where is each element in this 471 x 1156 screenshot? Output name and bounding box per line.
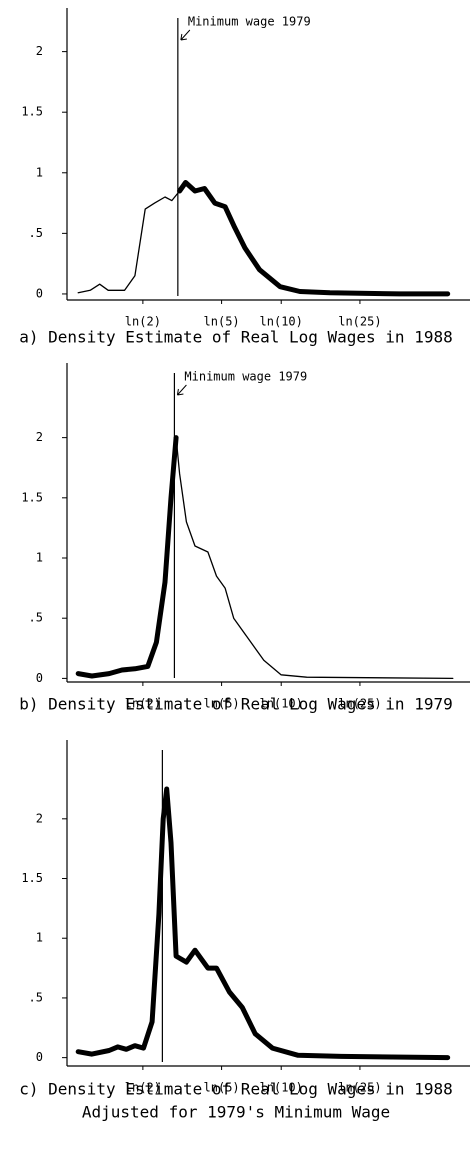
density-line	[77, 190, 181, 294]
y-tick-label: 1.5	[21, 490, 43, 504]
y-tick-label: 0	[36, 286, 43, 300]
x-tick-label: ln(2)	[125, 697, 161, 711]
chart-title: a) Density Estimate of Real Log Wages in…	[19, 328, 452, 347]
y-tick-label: 0	[36, 1050, 43, 1064]
x-tick-label: ln(10)	[260, 315, 303, 329]
x-tick-label: ln(2)	[125, 1081, 161, 1095]
y-tick-label: 2	[36, 430, 43, 444]
y-tick-label: 1	[36, 931, 43, 945]
x-tick-label: ln(10)	[260, 697, 303, 711]
y-tick-label: .5	[29, 226, 43, 240]
annotation: Minimum wage 1979	[188, 15, 311, 29]
density-line	[175, 436, 454, 680]
annotation-arrow	[180, 29, 191, 41]
y-tick-label: 0	[36, 671, 43, 685]
y-tick-label: 1	[36, 551, 43, 565]
density-line	[177, 180, 451, 297]
density-line	[75, 786, 451, 1061]
x-tick-label: ln(10)	[260, 1081, 303, 1095]
y-tick-label: 2	[36, 811, 43, 825]
y-tick-label: .5	[29, 990, 43, 1004]
y-tick-label: 1.5	[21, 871, 43, 885]
x-tick-label: ln(25)	[338, 315, 381, 329]
x-tick-label: ln(2)	[125, 315, 161, 329]
chart-title: c) Density Estimate of Real Log Wages in…	[19, 1080, 452, 1099]
x-tick-label: ln(5)	[204, 1081, 240, 1095]
x-tick-label: ln(25)	[338, 1081, 381, 1095]
x-tick-label: ln(25)	[338, 697, 381, 711]
annotation-arrow	[176, 384, 187, 396]
chart-title: b) Density Estimate of Real Log Wages in…	[19, 695, 452, 714]
y-tick-label: 2	[36, 44, 43, 58]
chart-subtitle: Adjusted for 1979's Minimum Wage	[82, 1103, 390, 1122]
x-tick-label: ln(5)	[204, 697, 240, 711]
y-tick-label: .5	[29, 611, 43, 625]
x-tick-label: ln(5)	[204, 315, 240, 329]
y-tick-label: 1.5	[21, 105, 43, 119]
density-line	[75, 435, 179, 679]
annotation: Minimum wage 1979	[184, 370, 307, 384]
y-tick-label: 1	[36, 165, 43, 179]
